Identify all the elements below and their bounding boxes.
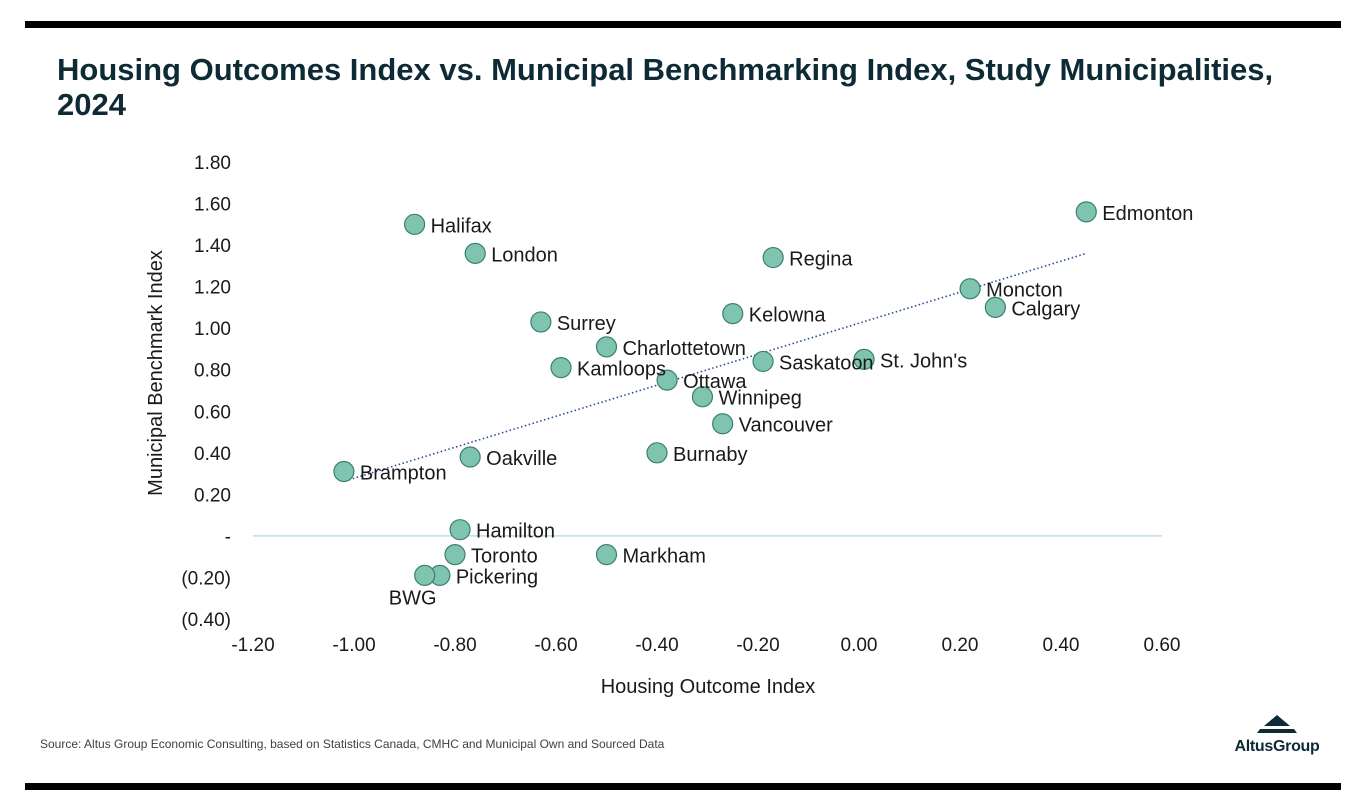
point-label: London xyxy=(491,244,558,266)
point-label: Burnaby xyxy=(673,444,748,466)
point-label: Vancouver xyxy=(739,415,833,437)
data-point xyxy=(646,442,668,464)
y-tick-label: 1.80 xyxy=(194,153,231,174)
point-label: Brampton xyxy=(360,463,447,485)
point-label: Kelowna xyxy=(749,305,827,327)
chart-title: Housing Outcomes Index vs. Municipal Ben… xyxy=(57,52,1274,122)
data-point xyxy=(722,303,744,325)
point-label: Hamilton xyxy=(476,521,555,543)
y-axis-ticks: 1.80 1.60 1.40 1.20 1.00 0.80 0.60 0.40 0.20 - (0.… xyxy=(181,153,231,631)
x-tick-label: -0.20 xyxy=(736,635,779,656)
y-tick-label: 1.60 xyxy=(194,195,231,216)
data-point xyxy=(712,413,734,435)
data-point xyxy=(333,460,355,483)
point-label: Moncton xyxy=(986,280,1063,302)
point-label: Saskatoon xyxy=(779,352,874,374)
x-tick-label: 0.40 xyxy=(1043,635,1080,656)
data-point xyxy=(459,446,481,468)
bottom-rule xyxy=(25,783,1341,790)
y-axis-title: Municipal Benchmark Index xyxy=(145,250,167,496)
data-point xyxy=(530,311,552,333)
point-label: Calgary xyxy=(1011,298,1080,320)
source-note: Source: Altus Group Economic Consulting,… xyxy=(40,737,665,751)
x-tick-label: -1.20 xyxy=(231,635,274,656)
data-point xyxy=(444,544,466,566)
point-label: Winnipeg xyxy=(718,388,801,410)
data-point xyxy=(414,564,436,586)
point-label: Toronto xyxy=(471,546,538,568)
data-point xyxy=(853,348,875,370)
data-point xyxy=(762,246,784,269)
y-tick-label: (0.40) xyxy=(181,610,231,631)
point-label: Halifax xyxy=(431,215,492,237)
data-point xyxy=(449,519,471,541)
point-label: Ottawa xyxy=(683,371,747,393)
point-label: Kamloops xyxy=(577,359,666,381)
point-label: Markham xyxy=(623,546,706,568)
point-label: Oakville xyxy=(486,448,557,470)
data-point xyxy=(404,213,426,235)
point-label: Charlottetown xyxy=(623,338,746,360)
x-tick-label: 0.20 xyxy=(942,635,979,656)
y-tick-label: - xyxy=(225,527,231,548)
data-point xyxy=(595,336,618,358)
y-tick-label: 1.00 xyxy=(194,319,231,340)
top-rule xyxy=(25,21,1341,28)
trendline-layer xyxy=(348,252,1087,481)
data-point xyxy=(959,278,981,300)
point-label: Pickering xyxy=(456,566,538,588)
data-point xyxy=(752,350,774,373)
trendline xyxy=(348,252,1087,481)
y-tick-label: 1.20 xyxy=(194,278,231,299)
data-point xyxy=(691,386,714,408)
x-tick-label: 0.60 xyxy=(1144,635,1181,656)
point-label: St. John's xyxy=(880,350,967,372)
x-tick-label: -0.60 xyxy=(534,635,577,656)
y-tick-label: 0.60 xyxy=(194,402,231,423)
point-label: Edmonton xyxy=(1102,203,1193,225)
data-point xyxy=(984,296,1006,319)
point-labels: Edmonton Halifax London Regina MonctonCalgar… xyxy=(360,203,1194,610)
x-tick-label: 0.00 xyxy=(841,635,878,656)
x-tick-label: -1.00 xyxy=(332,635,375,656)
x-axis-ticks: -1.20 -1.00 -0.80 -0.60 -0.40 -0.20 0.00 0.20 0.… xyxy=(231,635,1180,656)
y-tick-label: 0.80 xyxy=(194,361,231,382)
data-point xyxy=(550,357,572,379)
y-tick-label: 0.20 xyxy=(194,485,231,506)
point-label: Regina xyxy=(789,249,853,271)
y-tick-label: (0.20) xyxy=(181,568,231,589)
data-point xyxy=(656,369,678,391)
x-tick-label: -0.40 xyxy=(635,635,678,656)
point-label: Surrey xyxy=(557,313,616,335)
altus-group-logo: AltusGroup xyxy=(1222,712,1332,760)
point-label: BWG xyxy=(389,587,437,609)
logo-wordmark: AltusGroup xyxy=(1234,738,1320,755)
data-points xyxy=(333,201,1097,586)
data-point xyxy=(595,544,618,566)
x-axis-title: Housing Outcome Index xyxy=(601,676,816,698)
data-point xyxy=(1075,201,1097,223)
logo-mark-icon xyxy=(1257,715,1297,733)
x-tick-label: -0.80 xyxy=(433,635,476,656)
data-point xyxy=(464,242,486,264)
y-tick-label: 0.40 xyxy=(194,444,231,465)
y-tick-label: 1.40 xyxy=(194,236,231,257)
